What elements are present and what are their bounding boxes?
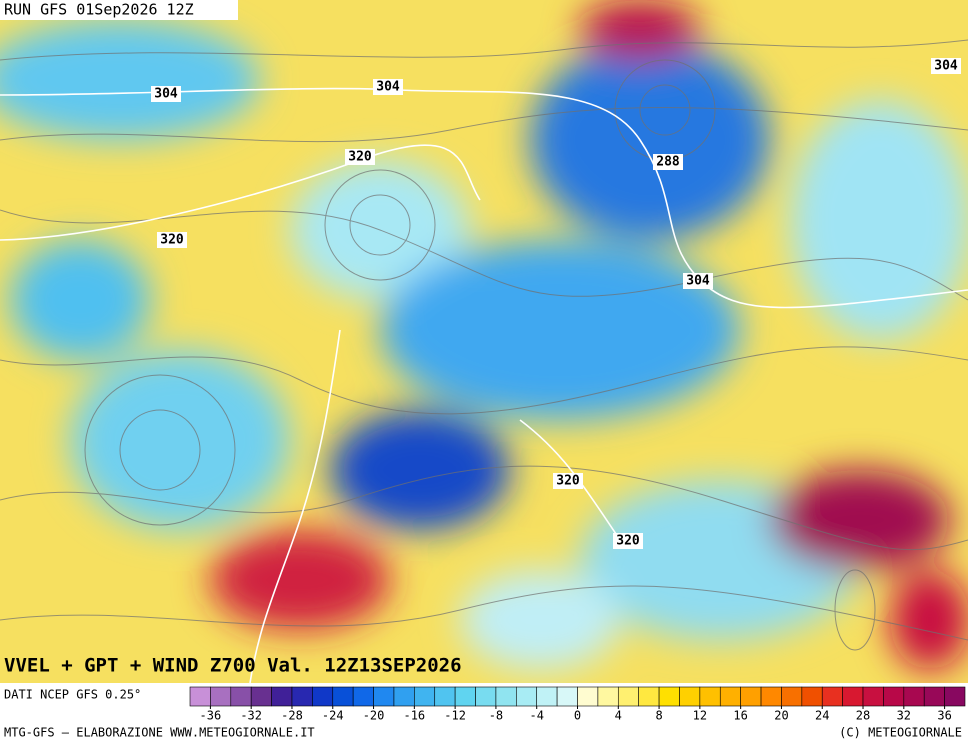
- colorbar-swatch: [862, 686, 884, 707]
- colorbar-swatch: [434, 686, 456, 707]
- contour-label: 304: [934, 59, 958, 74]
- colorbar-swatch: [903, 686, 925, 707]
- contour-label: 304: [686, 274, 710, 289]
- colorbar-swatch: [210, 686, 232, 707]
- colorbar-tick-label: 28: [856, 709, 870, 723]
- contour-label-box: [653, 154, 683, 170]
- contour-label: 288: [656, 155, 680, 170]
- colorbar-swatch: [781, 686, 803, 707]
- colorbar-swatch: [577, 686, 599, 707]
- colorbar-swatch: [597, 686, 619, 707]
- colorbar-swatch: [475, 686, 497, 707]
- colorbar-swatch: [617, 686, 639, 707]
- colorbar-swatch: [373, 686, 395, 707]
- colorbar-tick-label: 36: [937, 709, 951, 723]
- colorbar-swatch: [332, 686, 354, 707]
- contour-label: 320: [348, 150, 372, 165]
- run-box: [0, 0, 238, 20]
- contour-label-box: [151, 86, 181, 102]
- colorbar-swatch: [312, 686, 334, 707]
- colorbar-swatch: [271, 686, 293, 707]
- colorbar-swatch: [189, 686, 211, 707]
- contour-label: 304: [376, 80, 400, 95]
- contour-label-box: [931, 58, 961, 74]
- colorbar-swatch: [291, 686, 313, 707]
- contour-label: 304: [154, 87, 178, 102]
- footer-left: MTG-GFS — ELABORAZIONE WWW.METEOGIORNALE…: [4, 726, 315, 740]
- colorbar-tick-label: -12: [444, 709, 466, 723]
- contour-label-box: [613, 533, 643, 549]
- colorbar-swatch: [842, 686, 864, 707]
- colorbar-swatch: [495, 686, 517, 707]
- colorbar-swatch: [556, 686, 578, 707]
- colorbar-tick-label: 8: [655, 709, 662, 723]
- colorbar-swatch: [699, 686, 721, 707]
- colorbar-swatch: [944, 686, 966, 707]
- colorbar-swatch: [719, 686, 741, 707]
- colorbar-swatch: [516, 686, 538, 707]
- colorbar-swatch: [352, 686, 374, 707]
- colorbar-swatch: [679, 686, 701, 707]
- colorbar-tick-label: 0: [574, 709, 581, 723]
- colorbar-swatch: [821, 686, 843, 707]
- colorbar-swatch: [414, 686, 436, 707]
- colorbar-tick-label: -8: [489, 709, 503, 723]
- colorbar-tick-label: -4: [529, 709, 543, 723]
- colorbar-tick-label: 12: [693, 709, 707, 723]
- run-label: RUN GFS 01Sep2026 12Z: [4, 1, 194, 19]
- colorbar-swatch: [454, 686, 476, 707]
- colorbar-swatch: [250, 686, 272, 707]
- colorbar-tick-label: -16: [403, 709, 425, 723]
- colorbar-swatch: [740, 686, 762, 707]
- colorbar-swatch: [760, 686, 782, 707]
- colorbar-tick-label: -24: [322, 709, 344, 723]
- colorbar-tick-label: 24: [815, 709, 829, 723]
- contour-label-box: [157, 232, 187, 248]
- colorbar-swatch: [658, 686, 680, 707]
- colorbar-tick-label: 20: [774, 709, 788, 723]
- contour-label: 320: [616, 534, 640, 549]
- contour-label: 320: [160, 233, 184, 248]
- colorbar-swatch: [230, 686, 252, 707]
- contour-label: 320: [556, 474, 580, 489]
- colorbar-tick-label: -32: [240, 709, 262, 723]
- contour-label-box: [345, 149, 375, 165]
- colorbar-swatch: [923, 686, 945, 707]
- colorbar-swatch: [393, 686, 415, 707]
- data-source: DATI NCEP GFS 0.25°: [4, 688, 141, 702]
- colorbar-tick-label: -28: [281, 709, 303, 723]
- colorbar-swatch: [801, 686, 823, 707]
- colorbar-tick-label: 32: [897, 709, 911, 723]
- footer-right: (C) METEOGIORNALE: [839, 726, 962, 740]
- colorbar-tick-label: -20: [363, 709, 385, 723]
- map-background: [0, 0, 968, 684]
- colorbar-tick-label: -36: [200, 709, 222, 723]
- contour-label-box: [553, 473, 583, 489]
- colorbar-swatch: [638, 686, 660, 707]
- colorbar-tick-label: 16: [733, 709, 747, 723]
- colorbar-tick-label: 4: [615, 709, 622, 723]
- colorbar-swatch: [883, 686, 905, 707]
- contour-label-box: [373, 79, 403, 95]
- colorbar-swatch: [536, 686, 558, 707]
- contour-label-box: [683, 273, 713, 289]
- map-title: VVEL + GPT + WIND Z700 Val. 12Z13SEP2026: [4, 655, 462, 677]
